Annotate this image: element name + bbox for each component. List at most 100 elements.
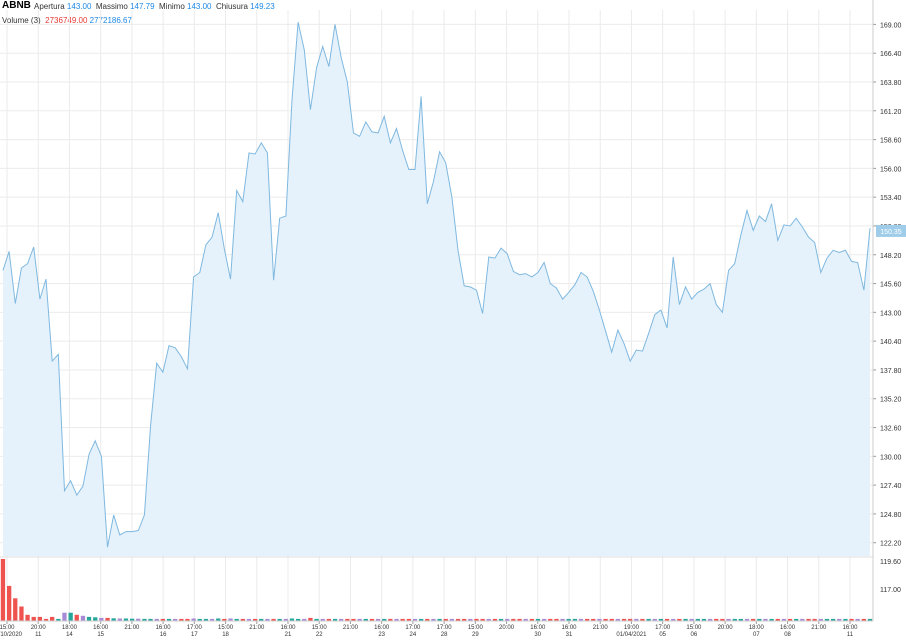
volume-bar (37, 616, 42, 621)
volume-bar (837, 618, 842, 621)
x-tick-time: 18:00 (749, 625, 765, 631)
x-tick-date: 14 (66, 632, 73, 638)
volume-bar (498, 618, 504, 621)
x-tick-date: 01/04/2021 (616, 632, 647, 638)
volume-bar (130, 618, 135, 621)
x-tick-time: 17:00 (655, 625, 671, 631)
volume-bar (166, 618, 172, 621)
volume-bar (615, 618, 620, 621)
volume-bar (855, 618, 860, 621)
volume-bar (535, 618, 541, 621)
x-tick-date: 07 (753, 632, 760, 638)
volume-bar (363, 618, 368, 621)
x-tick-date: 24 (410, 632, 417, 638)
x-tick-date: 29 (472, 632, 479, 638)
volume-bar (720, 618, 725, 621)
volume-bar (259, 618, 264, 621)
y-tick-label: 145.60 (880, 282, 902, 289)
volume-bar (775, 618, 780, 621)
volume-bar (566, 618, 571, 621)
volume-bar (99, 617, 104, 621)
low-label: Minimo (159, 2, 185, 11)
volume-bar (339, 618, 344, 621)
volume-bar (671, 618, 676, 621)
x-tick-date: 08 (784, 632, 791, 638)
volume-bar (400, 618, 405, 621)
y-tick-label: 130.00 (880, 454, 902, 461)
x-tick-time: 16:00 (156, 625, 172, 631)
price-area-fill (3, 22, 870, 556)
volume-bar (394, 618, 399, 621)
volume-bar (548, 618, 553, 621)
volume-bar (326, 618, 331, 621)
volume-bar (93, 617, 98, 621)
volume-bar (443, 618, 448, 621)
volume-bar (511, 618, 516, 621)
x-tick-date: 17 (191, 632, 198, 638)
volume-bar (824, 618, 830, 621)
x-tick-date: 30 (534, 632, 541, 638)
close-label: Chiusura (215, 2, 248, 11)
volume-bar (0, 559, 6, 621)
x-tick-time: 16:00 (374, 625, 390, 631)
volume-bar (203, 618, 209, 621)
x-tick-date: 23 (378, 632, 385, 638)
volume-bar (240, 618, 245, 621)
x-tick-date: 16 (160, 632, 167, 638)
volume-bar (714, 618, 719, 621)
volume-bar (462, 618, 467, 621)
volume-bar (701, 618, 707, 621)
x-tick-time: 21:00 (249, 625, 265, 631)
y-tick-label: 132.60 (880, 426, 902, 433)
volume-bar (253, 618, 258, 621)
open-value: 143.00 (66, 2, 92, 11)
volume-bar (216, 618, 221, 621)
volume-bar (523, 618, 528, 621)
volume-bar (597, 618, 602, 621)
low-value: 143.00 (187, 2, 212, 11)
volume-bar (757, 618, 762, 621)
volume-bar (591, 618, 596, 621)
volume-bar (505, 618, 510, 621)
ohlc-legend: Apertura 143.00 Massimo 147.79 Minimo 14… (34, 2, 275, 11)
volume-bar (7, 585, 12, 621)
y-tick-label: 127.40 (880, 483, 902, 490)
volume-bar (560, 618, 565, 621)
time-axis: 15:0012/10/202020:001118:001416:001521:0… (0, 620, 873, 638)
volume-bar (357, 618, 362, 621)
volume-bar (412, 618, 418, 621)
x-tick-date: 05 (659, 632, 666, 638)
volume-bar (646, 618, 651, 621)
volume-bar (578, 618, 584, 621)
volume-label: Volume (3) (2, 16, 41, 25)
volume-bar (74, 614, 79, 621)
x-tick-time: 15:00 (468, 625, 484, 631)
volume-bar (283, 618, 288, 621)
volume-bar (621, 618, 627, 621)
volume-bar (271, 618, 276, 621)
volume-bar (382, 618, 387, 621)
high-label: Massimo (95, 2, 128, 11)
volume-bar (431, 618, 436, 621)
y-tick-label: 124.80 (880, 512, 902, 519)
volume-bar (154, 618, 159, 621)
volume-bar (689, 618, 694, 621)
x-tick-time: 21:00 (811, 625, 827, 631)
volume-bar (351, 618, 356, 621)
y-tick-label: 169.00 (880, 22, 902, 29)
volume-bar (56, 618, 61, 621)
volume-bar (468, 618, 473, 621)
volume-bar (105, 617, 110, 621)
open-label: Apertura (34, 2, 65, 11)
volume-bar (111, 618, 116, 621)
volume-value-b: 2772186.67 (89, 16, 132, 25)
volume-bar (68, 612, 73, 621)
y-tick-label: 137.80 (880, 368, 902, 375)
volume-bar (419, 618, 424, 621)
y-tick-label: 156.00 (880, 166, 902, 173)
volume-bar (388, 618, 393, 621)
volume-bar (744, 618, 750, 621)
volume-bar (314, 618, 319, 621)
